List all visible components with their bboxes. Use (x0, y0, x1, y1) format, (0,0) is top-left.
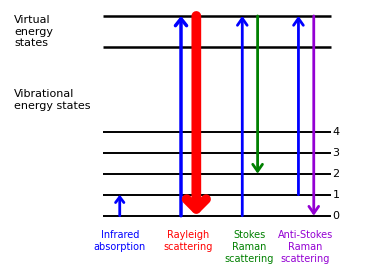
Text: 3: 3 (333, 148, 340, 158)
Text: Virtual
energy
states: Virtual energy states (14, 15, 53, 48)
Text: 0: 0 (333, 211, 340, 221)
Text: Infrared
absorption: Infrared absorption (94, 230, 146, 252)
Text: 1: 1 (333, 190, 340, 200)
Text: Vibrational
energy states: Vibrational energy states (14, 89, 91, 111)
Text: Stokes
Raman
scattering: Stokes Raman scattering (224, 230, 274, 264)
Text: Anti-Stokes
Raman
scattering: Anti-Stokes Raman scattering (278, 230, 333, 264)
Text: Rayleigh
scattering: Rayleigh scattering (163, 230, 212, 252)
Text: 4: 4 (333, 127, 340, 137)
Text: 2: 2 (333, 169, 340, 179)
